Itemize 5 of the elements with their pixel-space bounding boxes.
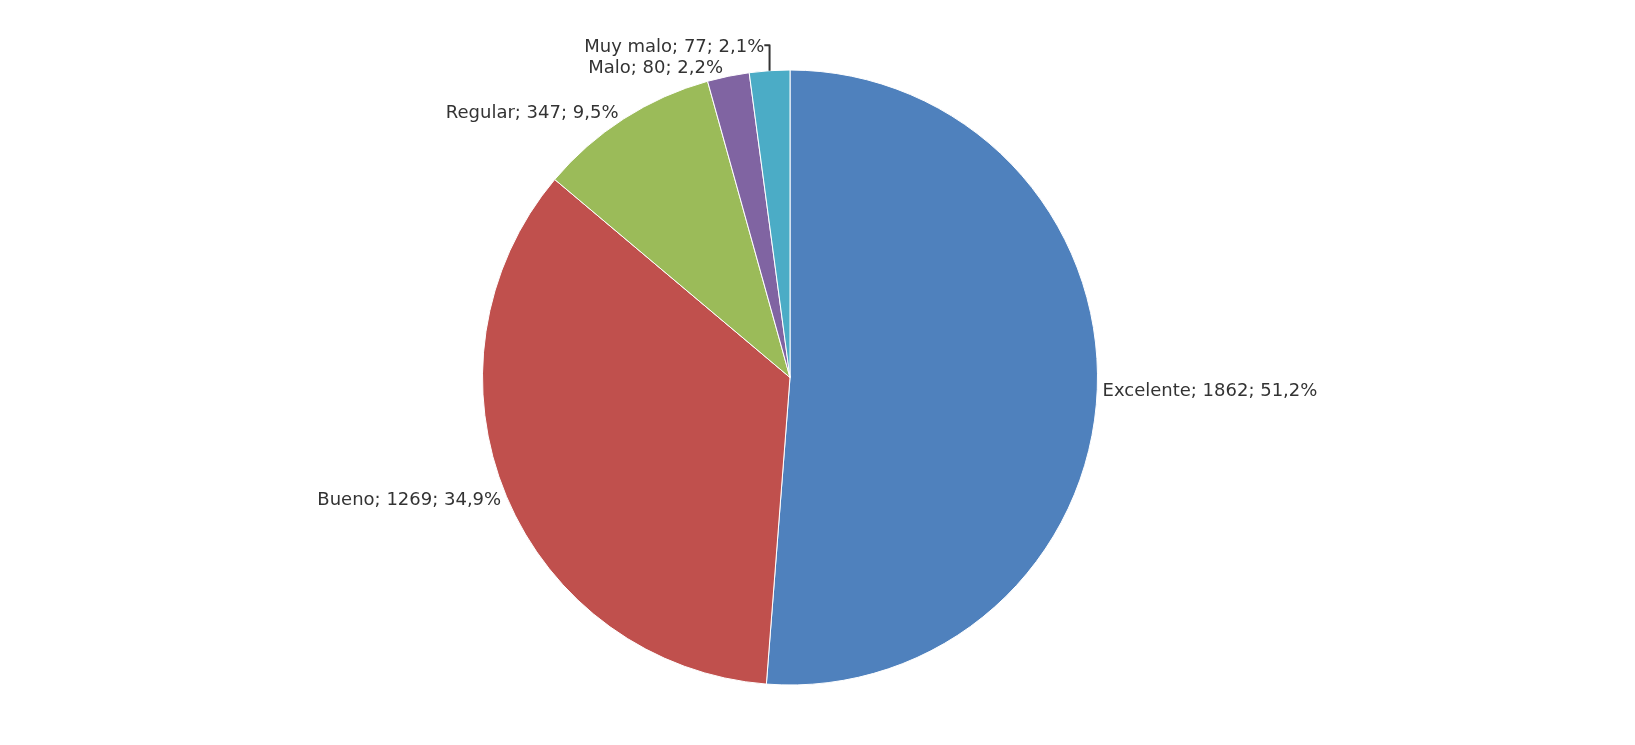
- slice-label: Muy malo; 77; 2,1%: [584, 34, 765, 56]
- slice-label: Regular; 347; 9,5%: [445, 100, 619, 122]
- slice-label: Excelente; 1862; 51,2%: [1102, 378, 1318, 400]
- slice-label: Bueno; 1269; 34,9%: [317, 487, 502, 509]
- slice-label: Malo; 80; 2,2%: [588, 55, 723, 77]
